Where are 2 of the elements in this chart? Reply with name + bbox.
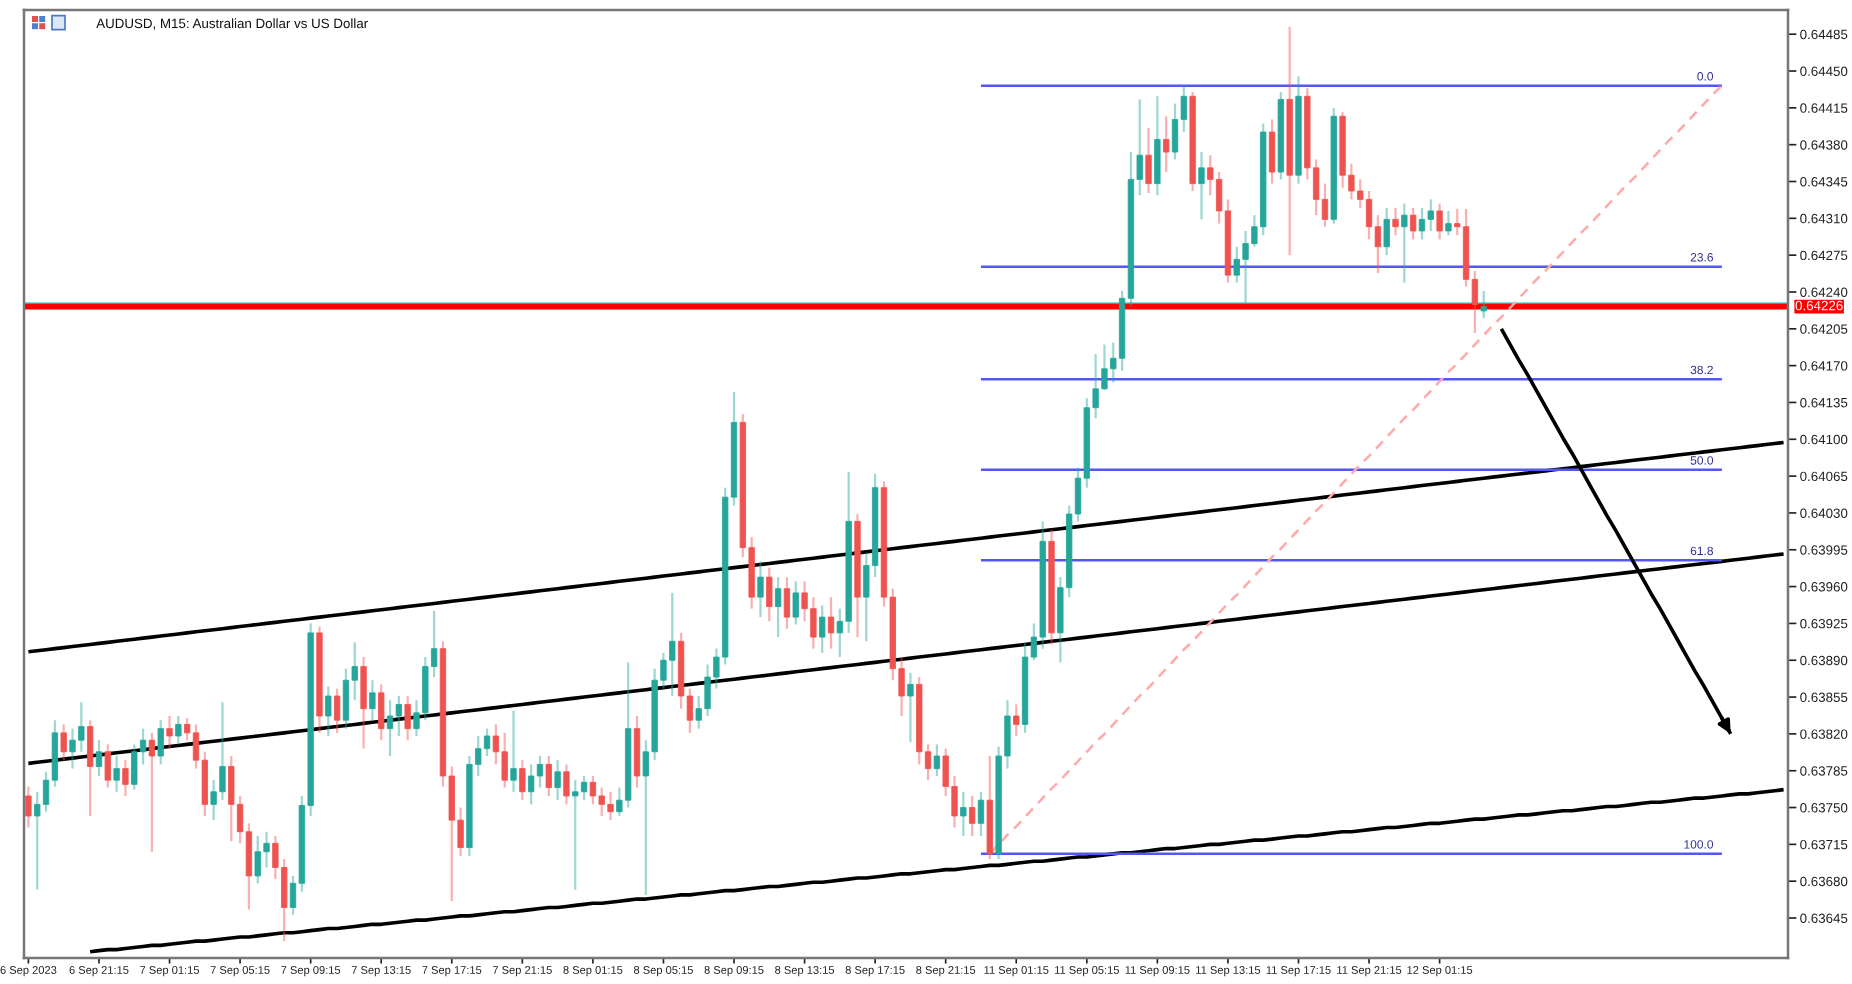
line-series	[988, 84, 1724, 856]
line-series	[88, 787, 1786, 954]
